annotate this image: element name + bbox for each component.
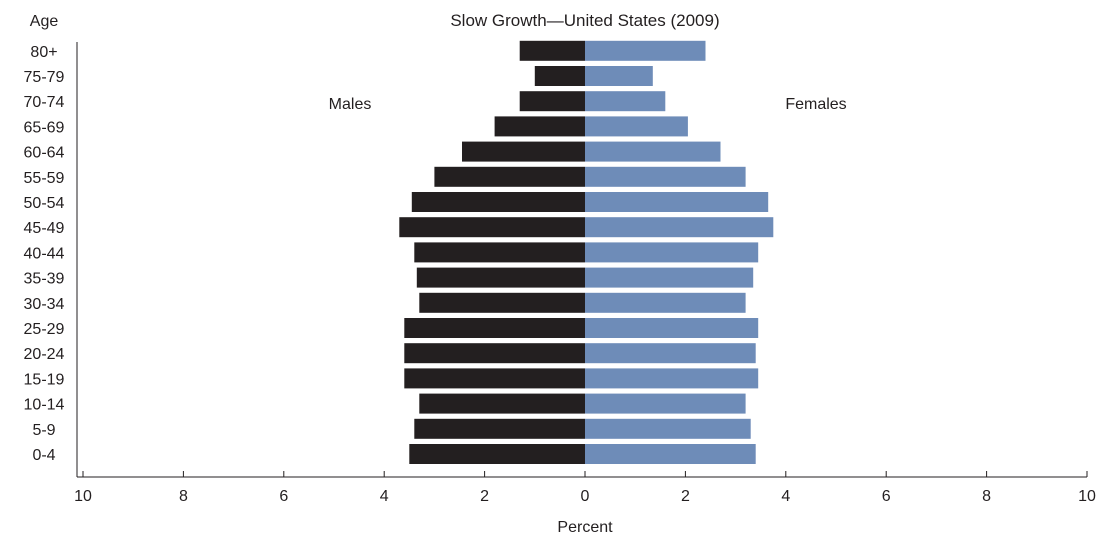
x-tick-label-9: 8 [982,488,991,505]
x-tick-label-8: 6 [882,488,891,505]
axes-layer: 0-4 5-9 10-14 15-19 20-24 25-29 30-34 35-39 40-4… [24,42,1096,505]
x-tick-label-7: 4 [781,488,790,505]
females-annotation: Females [785,96,846,113]
females-bar-70-74 [585,91,666,112]
x-tick-label-6: 2 [681,488,690,505]
males-bar-65-69 [494,116,585,137]
females-bar-55-59 [585,166,746,187]
x-tick-label-4: 2 [480,488,489,505]
males-bar-60-64 [462,141,585,162]
y-tick-label-50-54: 50-54 [24,195,65,212]
y-tick-label-60-64: 60-64 [24,145,65,162]
males-bar-55-59 [434,166,585,187]
males-bar-75-79 [534,66,585,86]
x-tick-label-1: 8 [179,488,188,505]
x-tick-label-10: 10 [1078,488,1096,505]
females-bar-30-34 [585,292,746,313]
females-bar-45-49 [585,217,774,238]
y-tick-label-40-44: 40-44 [24,245,65,262]
females-bar-35-39 [585,267,754,288]
males-bar-80+ [519,40,585,61]
females-bar-5-9 [585,418,751,439]
y-tick-label-0-4: 0-4 [32,447,55,464]
y-tick-label-55-59: 55-59 [24,170,65,187]
females-bar-65-69 [585,116,688,137]
males-bar-15-19 [404,368,585,389]
females-bar-50-54 [585,192,769,212]
males-bar-40-44 [414,242,585,263]
x-tick-label-5: 0 [581,488,590,505]
males-bar-5-9 [414,418,585,439]
y-tick-label-70-74: 70-74 [24,94,65,111]
chart-title: Slow Growth—United States (2009) [450,11,719,30]
males-bar-35-39 [416,267,585,288]
x-tick-label-0: 10 [74,488,92,505]
females-bar-25-29 [585,318,759,338]
y-axis-label: Age [30,13,59,30]
males-bar-20-24 [404,343,585,364]
females-bar-0-4 [585,444,756,464]
males-bar-70-74 [519,91,585,112]
y-tick-label-20-24: 20-24 [24,346,65,363]
males-bar-0-4 [409,444,585,464]
y-tick-label-45-49: 45-49 [24,220,65,237]
males-bar-45-49 [399,217,585,238]
females-bar-75-79 [585,66,653,86]
males-bar-10-14 [419,393,585,414]
females-bar-80+ [585,40,706,61]
x-axis-label: Percent [557,519,613,536]
males-bar-50-54 [411,192,585,212]
females-bar-40-44 [585,242,759,263]
x-tick-label-3: 4 [380,488,389,505]
females-bar-10-14 [585,393,746,414]
y-tick-label-10-14: 10-14 [24,397,65,414]
y-tick-label-80+: 80+ [30,44,57,61]
y-tick-label-75-79: 75-79 [24,69,65,86]
x-tick-label-2: 6 [279,488,288,505]
y-tick-label-5-9: 5-9 [32,422,55,439]
females-bar-20-24 [585,343,756,364]
males-annotation: Males [329,96,372,113]
females-bar-60-64 [585,141,721,162]
males-bar-30-34 [419,292,585,313]
females-bar-15-19 [585,368,759,389]
males-bar-25-29 [404,318,585,338]
y-tick-label-15-19: 15-19 [24,371,65,388]
y-tick-label-25-29: 25-29 [24,321,65,338]
y-tick-label-65-69: 65-69 [24,119,65,136]
y-tick-label-35-39: 35-39 [24,271,65,288]
bars-layer [399,40,774,464]
y-tick-label-30-34: 30-34 [24,296,65,313]
